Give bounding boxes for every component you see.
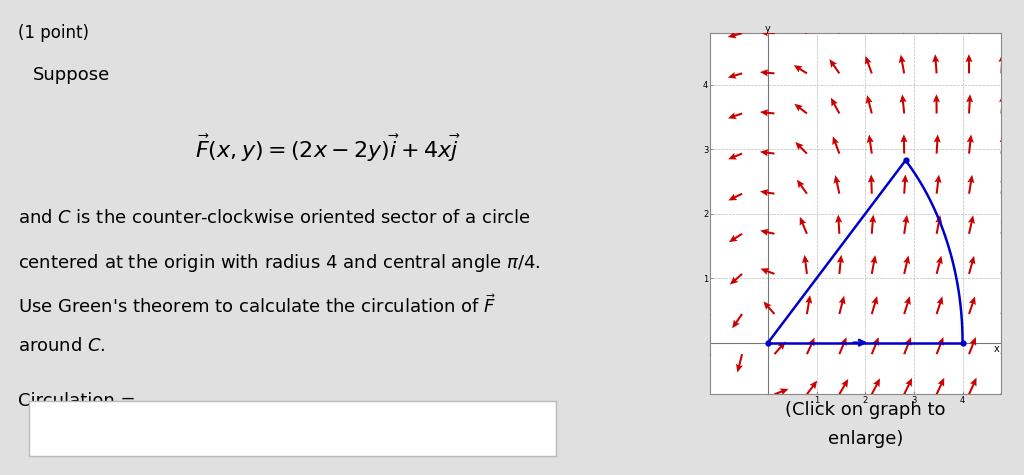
Text: enlarge): enlarge): [827, 430, 903, 448]
Text: and $C$ is the counter-clockwise oriented sector of a circle: and $C$ is the counter-clockwise oriente…: [18, 209, 531, 227]
Text: x: x: [993, 344, 999, 354]
Text: (Click on graph to: (Click on graph to: [785, 401, 945, 419]
Text: y: y: [765, 24, 771, 34]
Text: $\vec{F}(x, y) = (2x - 2y)\vec{i} + 4x\vec{j}$: $\vec{F}(x, y) = (2x - 2y)\vec{i} + 4x\v…: [195, 133, 461, 164]
Text: around $C$.: around $C$.: [18, 337, 106, 355]
Text: Use Green's theorem to calculate the circulation of $\vec{F}$: Use Green's theorem to calculate the cir…: [18, 294, 497, 317]
Text: Circulation =: Circulation =: [18, 392, 136, 410]
Text: (1 point): (1 point): [18, 24, 89, 42]
Text: centered at the origin with radius 4 and central angle $\pi/4$.: centered at the origin with radius 4 and…: [18, 252, 541, 274]
Text: Suppose: Suppose: [33, 66, 110, 85]
